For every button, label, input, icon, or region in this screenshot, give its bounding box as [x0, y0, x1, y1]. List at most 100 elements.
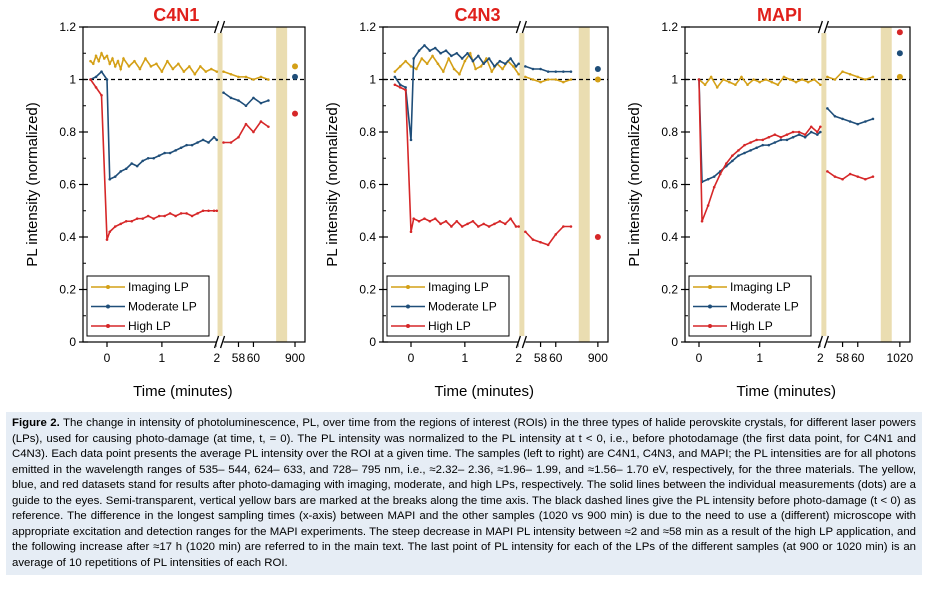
- data-point-moderate: [477, 54, 480, 58]
- data-point-imaging: [398, 65, 402, 68]
- data-point-imaging: [539, 80, 542, 84]
- data-point-moderate: [712, 175, 716, 178]
- y-tick-label: 0: [369, 335, 376, 349]
- data-point-imaging: [252, 78, 255, 81]
- data-point-moderate: [152, 156, 155, 160]
- data-point-high: [185, 212, 188, 215]
- x-axis-label: Time (minutes): [435, 383, 534, 400]
- data-point-high: [108, 230, 112, 234]
- y-tick-label: 0.4: [359, 230, 376, 244]
- legend-label-moderate: Moderate LP: [730, 300, 799, 314]
- legend-marker-high: [106, 324, 110, 328]
- data-point-moderate: [455, 51, 459, 55]
- data-point-high: [819, 125, 822, 129]
- data-point-imaging: [166, 59, 169, 63]
- data-point-high: [89, 78, 92, 81]
- data-point-imaging: [709, 75, 713, 79]
- data-point-high: [706, 204, 710, 207]
- legend-label-imaging: Imaging LP: [128, 280, 189, 294]
- data-point-imaging: [546, 78, 550, 81]
- data-point-high: [423, 217, 426, 220]
- data-point-high: [237, 135, 240, 139]
- y-tick-label: 0.6: [661, 178, 678, 192]
- data-point-imaging: [229, 72, 233, 76]
- data-point-imaging: [490, 70, 494, 73]
- data-point-imaging: [267, 78, 270, 81]
- data-point-imaging: [89, 59, 92, 63]
- data-point-high: [460, 225, 464, 228]
- axis-break-gap: [216, 336, 224, 348]
- data-point-moderate: [157, 154, 161, 157]
- panel-c4n1: 0 0.2 0.4 0.6 0.8 1 1.2 0 1 2 58 60 900 Imaging LP Mod…: [24, 5, 306, 400]
- data-point-high: [163, 214, 166, 218]
- data-point-moderate: [531, 67, 535, 71]
- y-tick-label: 0.2: [661, 283, 678, 297]
- data-point-high: [100, 93, 103, 97]
- data-point-imaging: [517, 72, 520, 76]
- data-point-moderate: [509, 57, 512, 60]
- data-point-high: [398, 86, 402, 89]
- data-point-imaging: [758, 80, 761, 84]
- data-point-imaging: [776, 83, 780, 87]
- data-point-moderate: [791, 135, 795, 139]
- data-point-moderate: [554, 70, 558, 73]
- data-point-imaging: [119, 67, 123, 71]
- data-point-moderate: [779, 138, 783, 142]
- x-tick-label: 900: [588, 351, 608, 365]
- data-point-moderate: [797, 133, 801, 136]
- data-point-high: [417, 219, 421, 223]
- data-point-high: [196, 212, 199, 215]
- data-point-moderate: [433, 46, 437, 50]
- data-point-imaging: [531, 78, 535, 81]
- data-point-high: [212, 209, 216, 213]
- data-point-high: [409, 230, 413, 234]
- data-point-moderate: [848, 120, 852, 123]
- data-point-high: [466, 222, 469, 226]
- data-point-moderate: [423, 44, 426, 47]
- data-point-moderate: [803, 135, 807, 139]
- data-point-moderate: [841, 117, 844, 121]
- data-point-moderate: [498, 59, 502, 63]
- data-point-high: [146, 214, 150, 218]
- data-point-high: [871, 175, 875, 178]
- data-point-moderate: [105, 78, 109, 81]
- x-axis-label: Time (minutes): [133, 383, 232, 400]
- data-point-imaging: [188, 65, 191, 68]
- y-tick-label: 1.2: [661, 20, 678, 34]
- x-tick-label: 900: [285, 351, 305, 365]
- data-point-moderate: [755, 146, 758, 150]
- data-point-high: [554, 233, 558, 236]
- x-tick-label: 58: [836, 351, 850, 365]
- data-point-high: [190, 214, 194, 218]
- data-point-moderate: [259, 101, 263, 105]
- series-line-imaging: [223, 70, 269, 81]
- data-point-moderate: [124, 167, 128, 171]
- data-point-imaging: [721, 78, 725, 81]
- data-point-imaging: [819, 83, 822, 87]
- data-point-high: [439, 222, 442, 226]
- data-point-high: [524, 230, 527, 234]
- data-point-moderate: [524, 65, 527, 68]
- x-axis-label: Time (minutes): [737, 383, 836, 400]
- data-point-high: [509, 217, 512, 220]
- data-point-high: [848, 172, 852, 176]
- y-tick-label: 1: [69, 73, 76, 87]
- y-tick-label: 1: [671, 73, 678, 87]
- series-line-high: [698, 79, 822, 222]
- data-point-imaging: [94, 54, 98, 58]
- data-point-imaging: [826, 75, 829, 79]
- data-point-imaging: [715, 86, 719, 89]
- legend-marker-imaging: [106, 285, 110, 289]
- data-point-high: [412, 217, 415, 220]
- data-point-high: [124, 219, 128, 223]
- data-point-high: [174, 214, 177, 218]
- y-tick-label: 0.2: [359, 283, 376, 297]
- data-point-high: [767, 135, 771, 139]
- x-tick-label: 2: [213, 351, 220, 365]
- axis-break-gap: [518, 336, 526, 348]
- x-tick-label: 1020: [887, 351, 914, 365]
- data-point-imaging: [404, 59, 407, 63]
- data-point-high: [569, 225, 573, 228]
- data-point-imaging: [91, 62, 95, 66]
- axis-break-mark: [521, 335, 527, 349]
